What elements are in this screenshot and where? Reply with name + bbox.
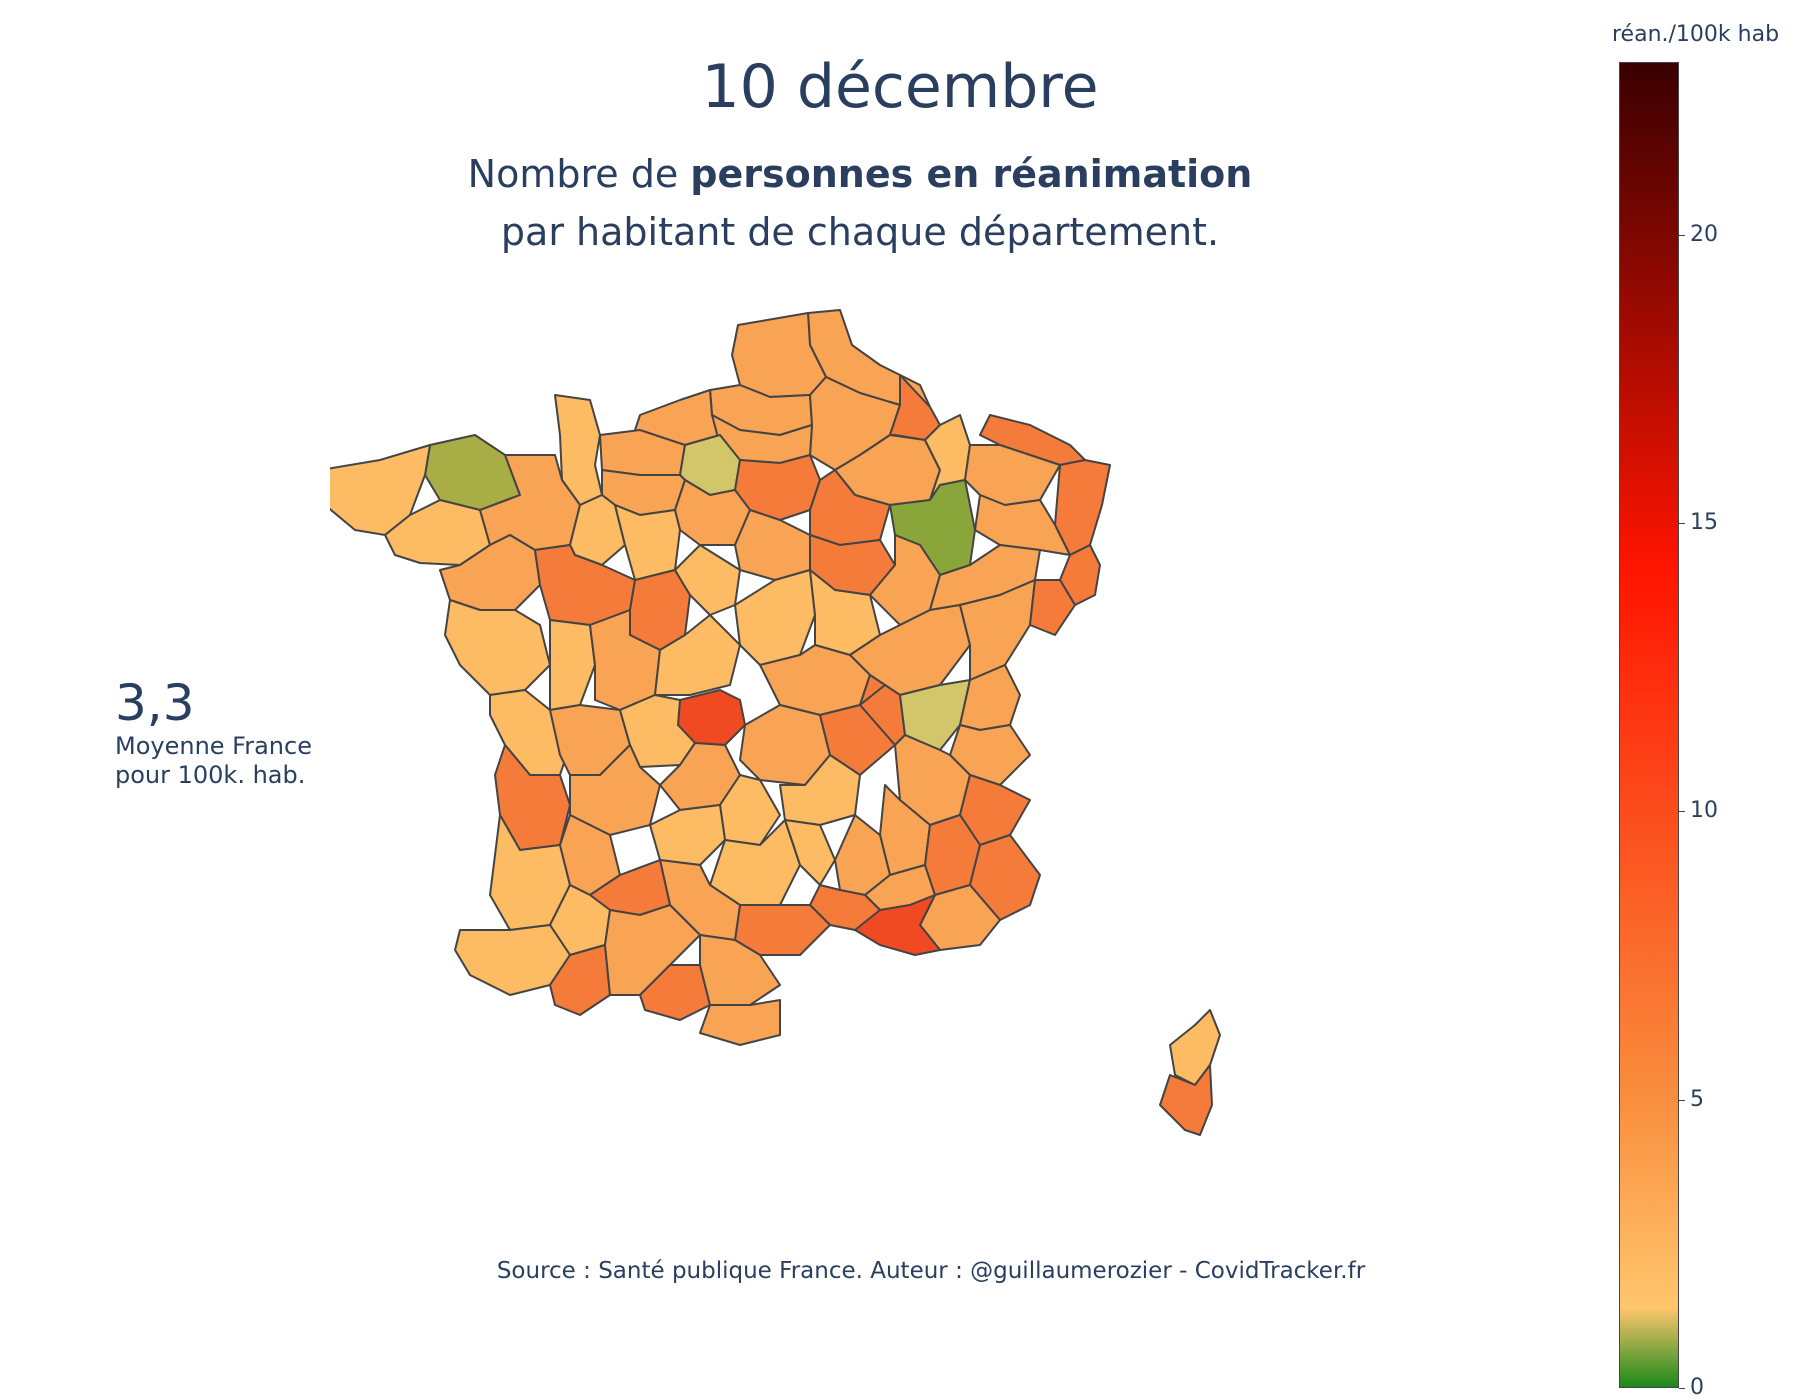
dept-haute-corse[interactable] bbox=[1169, 1009, 1221, 1086]
dept-sarthe[interactable] bbox=[614, 504, 681, 581]
colorbar-tick-mark bbox=[1679, 234, 1685, 236]
average-annotation: 3,3 Moyenne France pour 100k. hab. bbox=[115, 674, 312, 790]
average-label-line2: pour 100k. hab. bbox=[115, 761, 306, 789]
dept-vosges[interactable] bbox=[974, 494, 1071, 556]
dept-deux-sevres[interactable] bbox=[549, 619, 596, 711]
dept-vendee[interactable] bbox=[444, 599, 551, 696]
colorbar bbox=[1619, 62, 1679, 1388]
colorbar-tick-20: 20 bbox=[1690, 221, 1718, 247]
map-title: 10 décembre bbox=[701, 52, 1099, 122]
dept-doubs[interactable] bbox=[1029, 579, 1076, 636]
source-credit: Source : Santé publique France. Auteur :… bbox=[496, 1258, 1366, 1284]
dept-indre[interactable] bbox=[654, 614, 741, 696]
colorbar-tick-mark bbox=[1679, 523, 1685, 525]
dept-lozere[interactable] bbox=[784, 819, 836, 886]
average-label: Moyenne France pour 100k. hab. bbox=[115, 732, 312, 790]
france-map[interactable] bbox=[330, 295, 1390, 1295]
dept-cher[interactable] bbox=[734, 569, 816, 666]
subtitle-part1: Nombre de bbox=[467, 152, 691, 196]
dept-pyrenees-orientales[interactable] bbox=[699, 999, 781, 1046]
subtitle-bold: personnes en réanimation bbox=[690, 152, 1253, 196]
colorbar-title: réan./100k hab bbox=[1612, 22, 1780, 47]
colorbar-tick-15: 15 bbox=[1690, 510, 1718, 536]
colorbar-tick-mark bbox=[1679, 1099, 1685, 1101]
dept-lot[interactable] bbox=[649, 804, 726, 866]
colorbar-tick-mark bbox=[1679, 811, 1685, 813]
colorbar-tick-0: 0 bbox=[1690, 1375, 1704, 1400]
dept-aude[interactable] bbox=[699, 934, 781, 1006]
dept-corse-du-sud[interactable] bbox=[1159, 1064, 1213, 1136]
map-subtitle: Nombre de personnes en réanimation par h… bbox=[440, 145, 1280, 261]
colorbar-tick-5: 5 bbox=[1690, 1086, 1704, 1112]
subtitle-part2: par habitant de chaque département. bbox=[500, 210, 1220, 254]
colorbar-tick-10: 10 bbox=[1690, 798, 1718, 824]
dept-loiret[interactable] bbox=[734, 509, 811, 581]
average-value: 3,3 bbox=[115, 674, 195, 732]
colorbar-tick-mark bbox=[1679, 1388, 1685, 1389]
dept-jura[interactable] bbox=[959, 579, 1036, 681]
average-label-line1: Moyenne France bbox=[115, 732, 312, 760]
dept-cotes-armor[interactable] bbox=[424, 434, 521, 511]
